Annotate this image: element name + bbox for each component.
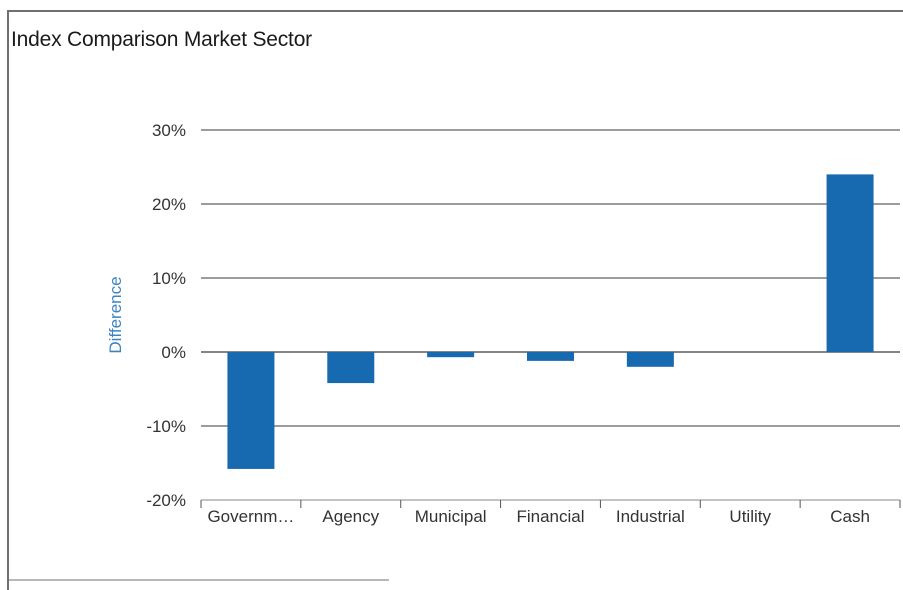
gridlines — [201, 129, 900, 427]
x-tick-label: Agency — [322, 507, 379, 526]
bottom-divider — [9, 579, 389, 581]
x-tick-label: Financial — [516, 507, 584, 526]
y-tick-label: -20% — [146, 491, 186, 510]
chart-title: Index Comparison Market Sector — [11, 28, 312, 51]
x-tick-labels: Governm… Agency Municipal Financial Industri… — [207, 507, 869, 526]
x-tick-label: Governm… — [207, 507, 294, 526]
bar-agency — [327, 352, 375, 384]
bar-industrial — [626, 352, 674, 367]
x-axis — [200, 499, 901, 508]
x-tick-label: Utility — [729, 507, 771, 526]
bar-governm — [227, 352, 275, 469]
y-axis-label: Difference — [106, 276, 125, 353]
bar-financial — [527, 352, 574, 361]
y-tick-label: 30% — [152, 121, 186, 140]
chart-frame — [7, 10, 903, 590]
y-tick-labels: 30% 20% 10% 0% -10% -20% — [146, 121, 186, 510]
bar-cash — [826, 174, 874, 352]
x-tick-label: Industrial — [616, 507, 685, 526]
y-tick-label: 20% — [152, 195, 186, 214]
y-tick-label: -10% — [146, 417, 186, 436]
y-tick-label: 10% — [152, 269, 186, 288]
x-tick-label: Municipal — [415, 507, 487, 526]
bar-municipal — [427, 352, 475, 358]
x-tick-label: Cash — [830, 507, 870, 526]
bars — [227, 174, 874, 469]
y-tick-label: 0% — [161, 343, 186, 362]
